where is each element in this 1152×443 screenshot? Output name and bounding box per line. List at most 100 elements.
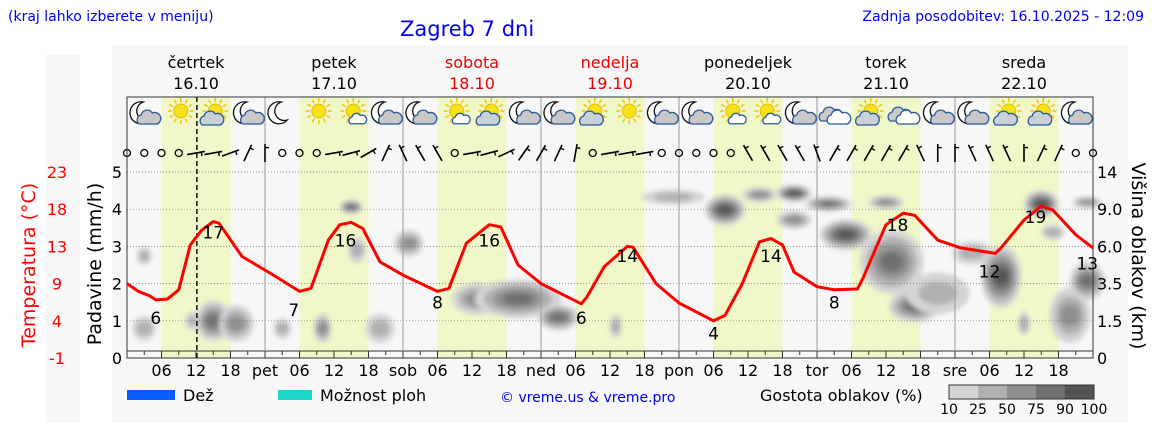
wind-feather <box>543 147 548 151</box>
sun-small-cloud-icon <box>719 98 747 125</box>
moon-cloud-icon <box>370 101 403 125</box>
wind-feather <box>200 151 203 157</box>
sun-cloud-icon <box>855 98 884 126</box>
location-hint[interactable]: (kraj lahko izberete v meniju) <box>8 9 214 25</box>
cloud-density-tick: 25 <box>969 402 987 418</box>
x-tick-label: 18 <box>220 361 240 380</box>
x-tick-label: 06 <box>979 361 999 380</box>
cloud-icon <box>516 109 541 125</box>
cloud-icon <box>475 110 501 126</box>
x-tick-label: 18 <box>1048 361 1068 380</box>
sun-disc <box>311 103 327 119</box>
cloud-icon <box>240 109 265 125</box>
wind-barb-icon <box>742 144 754 162</box>
cloud-icon <box>993 110 1018 126</box>
x-tick-label: 18 <box>910 361 930 380</box>
temperature-line <box>126 204 1094 323</box>
wind-calm-icon <box>726 148 735 158</box>
sun-disc <box>621 103 637 119</box>
wind-barb-icon <box>915 144 926 162</box>
cloud-height-tick-label: 0 <box>1097 349 1107 368</box>
sun-ray <box>307 103 312 108</box>
daylight-band <box>575 97 645 358</box>
cloud-density-tick: 100 <box>1081 402 1108 418</box>
sun-ray <box>1050 103 1055 108</box>
moon-cloud-icon <box>1060 101 1093 125</box>
precip-tick-label: 4 <box>112 200 122 219</box>
x-tick-label: 18 <box>358 361 378 380</box>
wind-feather <box>649 151 652 157</box>
precip-tick-label: 1 <box>112 312 122 331</box>
x-day-label: sre <box>943 361 967 380</box>
cloud-area <box>1079 200 1095 205</box>
sun-ray <box>184 118 188 123</box>
day-date: 19.10 <box>587 74 633 93</box>
wind-feather <box>526 148 531 152</box>
cloud-area <box>317 322 328 335</box>
x-tick-label: 18 <box>772 361 792 380</box>
cloud-icon <box>826 109 852 125</box>
temperature-extreme-label: 16 <box>335 231 357 251</box>
cloud-density-tick: 75 <box>1027 402 1045 418</box>
cloud-area <box>993 268 1009 285</box>
precipitation-axis-label: Padavine (mm/h) <box>84 183 106 346</box>
sun-ray <box>346 99 350 104</box>
wind-calm-icon <box>657 148 666 158</box>
temperature-extreme-label: 6 <box>576 309 587 329</box>
day-date: 16.10 <box>173 74 219 93</box>
sun-ray <box>721 114 726 119</box>
wind-barb-icon <box>618 150 637 157</box>
day-date: 18.10 <box>449 74 495 93</box>
wind-barb-icon <box>846 144 859 162</box>
sun-ray <box>326 103 331 108</box>
wind-shaft <box>794 144 805 162</box>
wind-feather <box>779 145 784 149</box>
sun-ray <box>736 99 740 104</box>
wind-shaft <box>553 144 563 162</box>
sun-ray <box>479 103 484 108</box>
sun-ray <box>997 103 1002 108</box>
precip-tick-label: 2 <box>112 275 122 294</box>
wind-feather <box>476 151 479 157</box>
cloud-area <box>1044 227 1061 237</box>
x-day-label: ned <box>526 361 556 380</box>
wind-barb-icon <box>1002 144 1012 162</box>
cloud-area <box>345 204 357 210</box>
showers-swatch <box>278 390 312 400</box>
cloud-height-tick-label: 1.5 <box>1097 312 1122 331</box>
sun-ray <box>222 114 227 119</box>
cloud-icon <box>887 106 921 125</box>
sun-ray <box>169 103 174 108</box>
temperature-extreme-label: 7 <box>288 301 299 321</box>
wind-shaft <box>342 149 361 157</box>
sun-cloud-icon <box>199 98 229 126</box>
credit-link[interactable]: © vreme.us & vreme.pro <box>500 390 675 406</box>
temp-tick-label: 23 <box>47 163 67 182</box>
sun-ray <box>617 103 622 108</box>
cloud-area <box>1060 304 1080 327</box>
sun-ray <box>636 114 641 119</box>
moon-cloud-icon <box>129 101 162 125</box>
sun-ray <box>322 118 326 123</box>
sun-ray <box>1016 114 1021 119</box>
cloud-icon <box>792 109 817 125</box>
wind-barb-icon <box>517 145 531 161</box>
day-date: 20.10 <box>725 74 771 93</box>
x-day-label: tor <box>806 361 829 380</box>
sun-ray <box>341 103 346 108</box>
cloud-area <box>1079 275 1095 287</box>
x-tick-label: 06 <box>427 361 447 380</box>
wind-feather <box>387 147 392 151</box>
sun-ray <box>219 99 223 104</box>
sun-ray <box>498 114 503 119</box>
moon-cloud-icon <box>508 101 541 125</box>
cloud-icon <box>412 109 438 125</box>
wind-barb-icon <box>186 150 206 157</box>
temp-tick-label: 18 <box>47 200 67 219</box>
sun-ray <box>1012 99 1016 104</box>
day-date: 21.10 <box>863 74 909 93</box>
x-tick-label: 06 <box>703 361 723 380</box>
cloud-density-tick: 10 <box>940 402 958 418</box>
cloud-icon <box>1068 109 1093 125</box>
wind-barb-icon <box>324 150 344 157</box>
